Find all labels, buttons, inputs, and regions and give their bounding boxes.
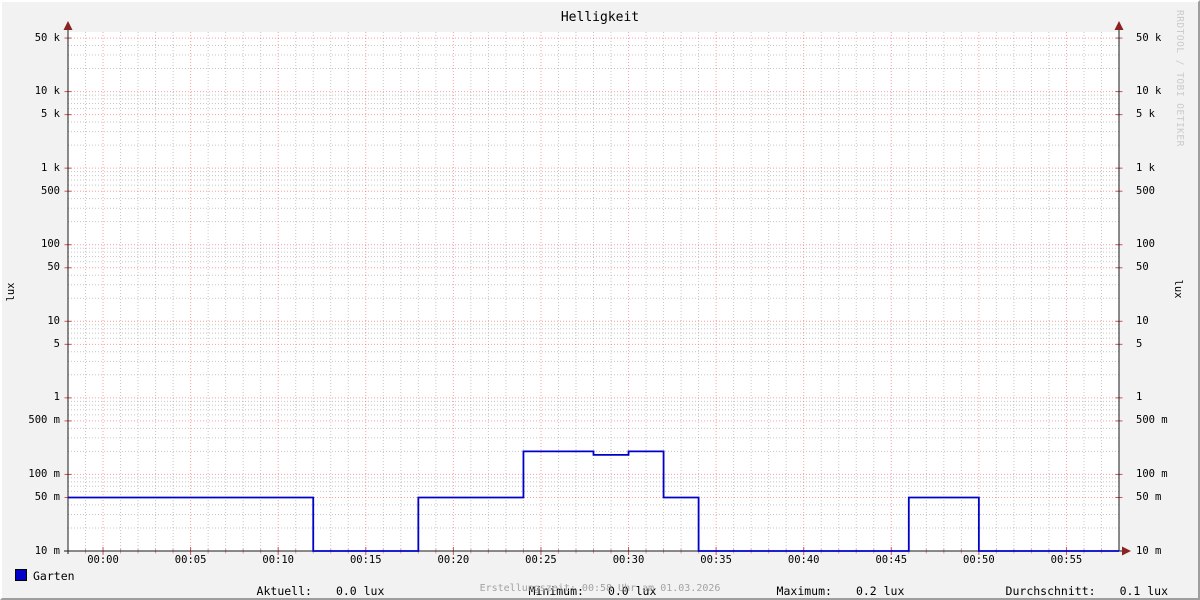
y-tick-label-left: 500 m (28, 414, 60, 427)
y-tick-label-right: 50 m (1136, 490, 1162, 503)
y-tick-label-left: 10 k (34, 85, 60, 98)
y-tick-label-right: 1 k (1136, 161, 1155, 174)
stat-maximum-value: 0.2 lux (855, 584, 905, 598)
y-tick-label-left: 100 m (28, 467, 60, 480)
stat-aktuell-label: Aktuell: (256, 584, 312, 598)
y-axis-arrow-left (63, 21, 73, 30)
series-color-swatch (15, 569, 27, 581)
x-tick-label: 00:35 (700, 554, 732, 566)
y-tick-label-left: 50 k (34, 31, 60, 44)
x-tick-label: 00:25 (525, 554, 557, 566)
stat-minimum: Minimum: 0.0 lux (487, 569, 657, 598)
y-tick-label-right: 10 (1136, 314, 1149, 327)
y-tick-label-left: 1 (53, 391, 60, 404)
x-tick-label: 00:00 (87, 554, 119, 566)
series-label: Garten (33, 569, 75, 583)
x-tick-label: 00:15 (349, 554, 382, 566)
y-tick-label-right: 100 m (1136, 467, 1168, 480)
x-tick-label: 00:40 (787, 554, 820, 566)
x-tick-label: 00:50 (963, 554, 995, 566)
x-tick-label: 00:55 (1050, 554, 1083, 566)
y-tick-label-left: 5 k (41, 108, 60, 121)
legend-entry-garten: Garten (15, 569, 75, 584)
x-tick-label: 00:20 (437, 554, 470, 566)
rrdtool-watermark: RRDTOOL / TOBI OETIKER (1174, 10, 1185, 147)
x-tick-label: 00:45 (875, 554, 908, 566)
x-tick-label: 00:30 (612, 554, 645, 566)
y-tick-label-left: 1 k (41, 161, 60, 174)
y-tick-label-left: 100 (41, 238, 60, 251)
y-tick-label-left: 50 (47, 261, 60, 274)
stat-durchschnitt-label: Durchschnitt: (1005, 584, 1096, 598)
y-tick-label-right: 50 (1136, 261, 1149, 274)
stat-maximum: Maximum: 0.2 lux (735, 569, 905, 598)
y-tick-label-left: 500 (41, 184, 60, 197)
y-axis-arrow-right (1114, 21, 1124, 30)
y-tick-label-left: 50 m (34, 490, 60, 503)
chart-title: Helligkeit (560, 10, 640, 25)
y-tick-label-right: 50 k (1136, 31, 1162, 44)
y-tick-label-left: 10 (47, 314, 60, 327)
y-tick-label-left: 5 (53, 337, 60, 350)
stat-maximum-label: Maximum: (776, 584, 832, 598)
stat-durchschnitt: Durchschnitt: 0.1 lux (964, 569, 1169, 598)
y-axis-unit-right: lux (1172, 279, 1184, 299)
y-tick-label-right: 100 (1136, 238, 1155, 251)
stat-aktuell: Aktuell: 0.0 lux (215, 569, 385, 598)
stat-aktuell-value: 0.0 lux (335, 584, 385, 598)
y-tick-label-right: 500 m (1136, 414, 1168, 427)
y-tick-label-right: 10 m (1136, 544, 1162, 557)
stat-minimum-label: Minimum: (528, 584, 584, 598)
x-tick-label: 00:10 (262, 554, 294, 566)
series-line-garten (68, 450, 1119, 552)
y-tick-label-right: 500 (1136, 184, 1155, 197)
y-tick-label-right: 5 (1136, 337, 1143, 350)
x-tick-label: 00:05 (174, 554, 207, 566)
y-tick-label-right: 10 k (1136, 85, 1162, 98)
y-tick-label-right: 1 (1136, 391, 1143, 404)
creation-time-footer: Erstellungszeit: 00:58 Uhr am 01.03.2026 (479, 583, 721, 594)
y-axis-unit-left: lux (5, 282, 17, 302)
legend-row: Garten Aktuell: 0.0 lux Minimum: 0.0 lux M… (2, 567, 1198, 598)
y-tick-label-left: 10 m (34, 544, 60, 557)
x-axis-arrow (1122, 546, 1131, 556)
stat-durchschnitt-value: 0.1 lux (1119, 584, 1169, 598)
stat-minimum-value: 0.0 lux (607, 584, 657, 598)
y-tick-label-right: 5 k (1136, 108, 1155, 121)
